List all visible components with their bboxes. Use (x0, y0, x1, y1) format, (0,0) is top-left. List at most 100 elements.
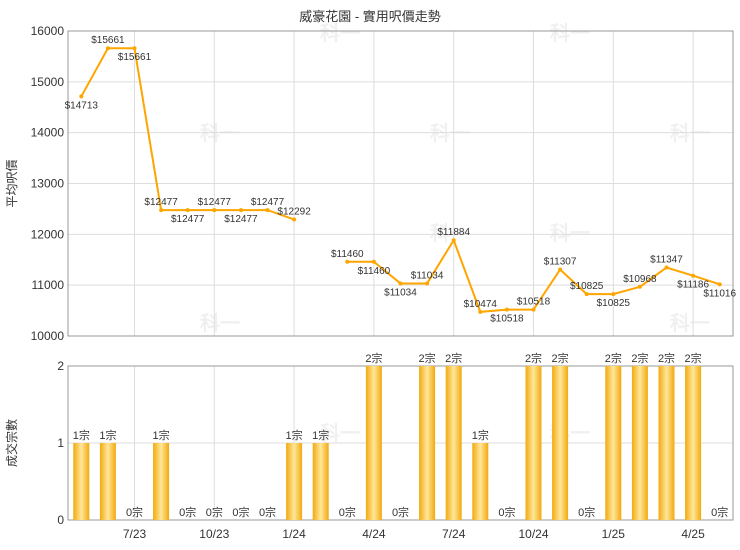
count-data-label: 0宗 (179, 505, 196, 519)
chart-title: 威豪花園 - 實用呎價走勢 (299, 9, 441, 24)
count-bar (658, 366, 675, 520)
count-data-label: 0宗 (711, 505, 728, 519)
count-bar (552, 366, 569, 520)
count-data-label: 0宗 (206, 505, 223, 519)
count-x-tick-label: 7/23 (123, 527, 147, 541)
count-data-label: 1宗 (312, 428, 329, 442)
count-data-label: 0宗 (232, 505, 249, 519)
count-bar (312, 443, 329, 520)
price-point (478, 309, 483, 314)
price-data-label: $12477 (171, 214, 205, 225)
price-point (611, 292, 616, 297)
price-point (105, 46, 110, 51)
count-data-label: 2宗 (685, 351, 702, 365)
count-x-tick-label: 10/23 (199, 527, 229, 541)
count-data-label: 0宗 (392, 505, 409, 519)
price-data-label: $14713 (65, 100, 99, 111)
watermark-text: 科一 (550, 21, 590, 45)
count-bar (99, 443, 116, 520)
count-y-tick-label: 1 (57, 436, 64, 450)
count-data-label: 2宗 (365, 351, 382, 365)
price-y-tick-label: 12000 (31, 227, 65, 241)
price-point (212, 208, 217, 213)
count-bar (525, 366, 542, 520)
count-panel: 0 1 2 7/23 10/23 1/24 4/24 7/24 10/24 1/25 4/25 成交宗… (4, 351, 734, 541)
price-point (371, 259, 376, 264)
count-data-label: 2宗 (552, 351, 569, 365)
count-bar (685, 366, 702, 520)
price-point (132, 46, 137, 51)
price-y-tick-label: 15000 (31, 75, 65, 89)
price-data-label: $10825 (570, 281, 604, 292)
price-data-label: $12477 (251, 197, 285, 208)
count-y-axis-title: 成交宗數 (4, 419, 19, 467)
count-bar (365, 366, 382, 520)
price-point (292, 217, 297, 222)
count-x-tick-label: 1/25 (602, 527, 626, 541)
count-x-tick-label: 10/24 (518, 527, 548, 541)
price-data-label: $12477 (144, 197, 178, 208)
count-x-tick-label: 1/24 (282, 527, 306, 541)
price-point (159, 208, 164, 213)
price-data-label: $11460 (358, 266, 391, 277)
count-plot-frame (67, 365, 734, 521)
count-data-label: 1宗 (153, 428, 170, 442)
count-data-label: 1宗 (73, 428, 90, 442)
count-data-label: 0宗 (126, 505, 143, 519)
price-data-label: $12477 (224, 214, 258, 225)
count-bar (445, 366, 462, 520)
price-data-label: $15661 (118, 52, 152, 63)
count-y-tick-label: 2 (57, 359, 64, 373)
price-data-label: $11034 (384, 287, 417, 298)
count-x-tick-label: 4/24 (362, 527, 386, 541)
count-bar (153, 443, 170, 520)
count-data-label: 0宗 (259, 505, 276, 519)
count-bar (286, 443, 303, 520)
price-plot-frame (67, 30, 734, 337)
count-data-label: 1宗 (286, 428, 303, 442)
price-point (79, 94, 84, 99)
price-point (558, 267, 563, 272)
price-data-label: $10518 (517, 297, 551, 308)
count-data-label: 2宗 (419, 351, 436, 365)
price-y-tick-label: 11000 (32, 278, 65, 292)
count-data-label: 2宗 (525, 351, 542, 365)
watermark-text: 科一 (200, 311, 240, 335)
watermark-text: 科一 (550, 221, 590, 245)
price-point (664, 265, 669, 270)
price-data-label: $11034 (411, 270, 444, 281)
price-point (717, 282, 722, 287)
price-point (345, 259, 350, 264)
count-x-tick-label: 4/25 (681, 527, 705, 541)
price-data-label: $12292 (277, 206, 311, 217)
price-data-label: $12477 (198, 197, 232, 208)
price-data-label: $11884 (437, 227, 470, 238)
count-bar (73, 443, 90, 520)
count-data-label: 2宗 (605, 351, 622, 365)
count-data-label: 2宗 (631, 351, 648, 365)
price-data-label: $11460 (331, 249, 364, 260)
price-y-tick-label: 16000 (31, 24, 65, 38)
price-y-axis-title: 平均呎價 (5, 159, 19, 207)
count-data-label: 1宗 (472, 428, 489, 442)
price-point (425, 281, 430, 286)
count-data-label: 0宗 (339, 505, 356, 519)
count-bar (419, 366, 436, 520)
price-data-label: $11307 (544, 257, 577, 268)
price-y-tick-label: 14000 (31, 126, 65, 140)
count-data-label: 1宗 (99, 428, 116, 442)
price-series-line (80, 47, 295, 221)
count-bar (631, 366, 648, 520)
price-data-label: $15661 (91, 35, 125, 46)
count-y-tick-label: 0 (57, 513, 64, 527)
count-data-label: 0宗 (498, 505, 515, 519)
count-bar (472, 443, 489, 520)
price-data-label: $11347 (650, 255, 683, 266)
price-y-tick-label: 13000 (31, 177, 65, 191)
price-y-tick-label: 10000 (31, 329, 65, 343)
price-data-label: $10968 (623, 274, 657, 285)
price-point (504, 307, 509, 312)
